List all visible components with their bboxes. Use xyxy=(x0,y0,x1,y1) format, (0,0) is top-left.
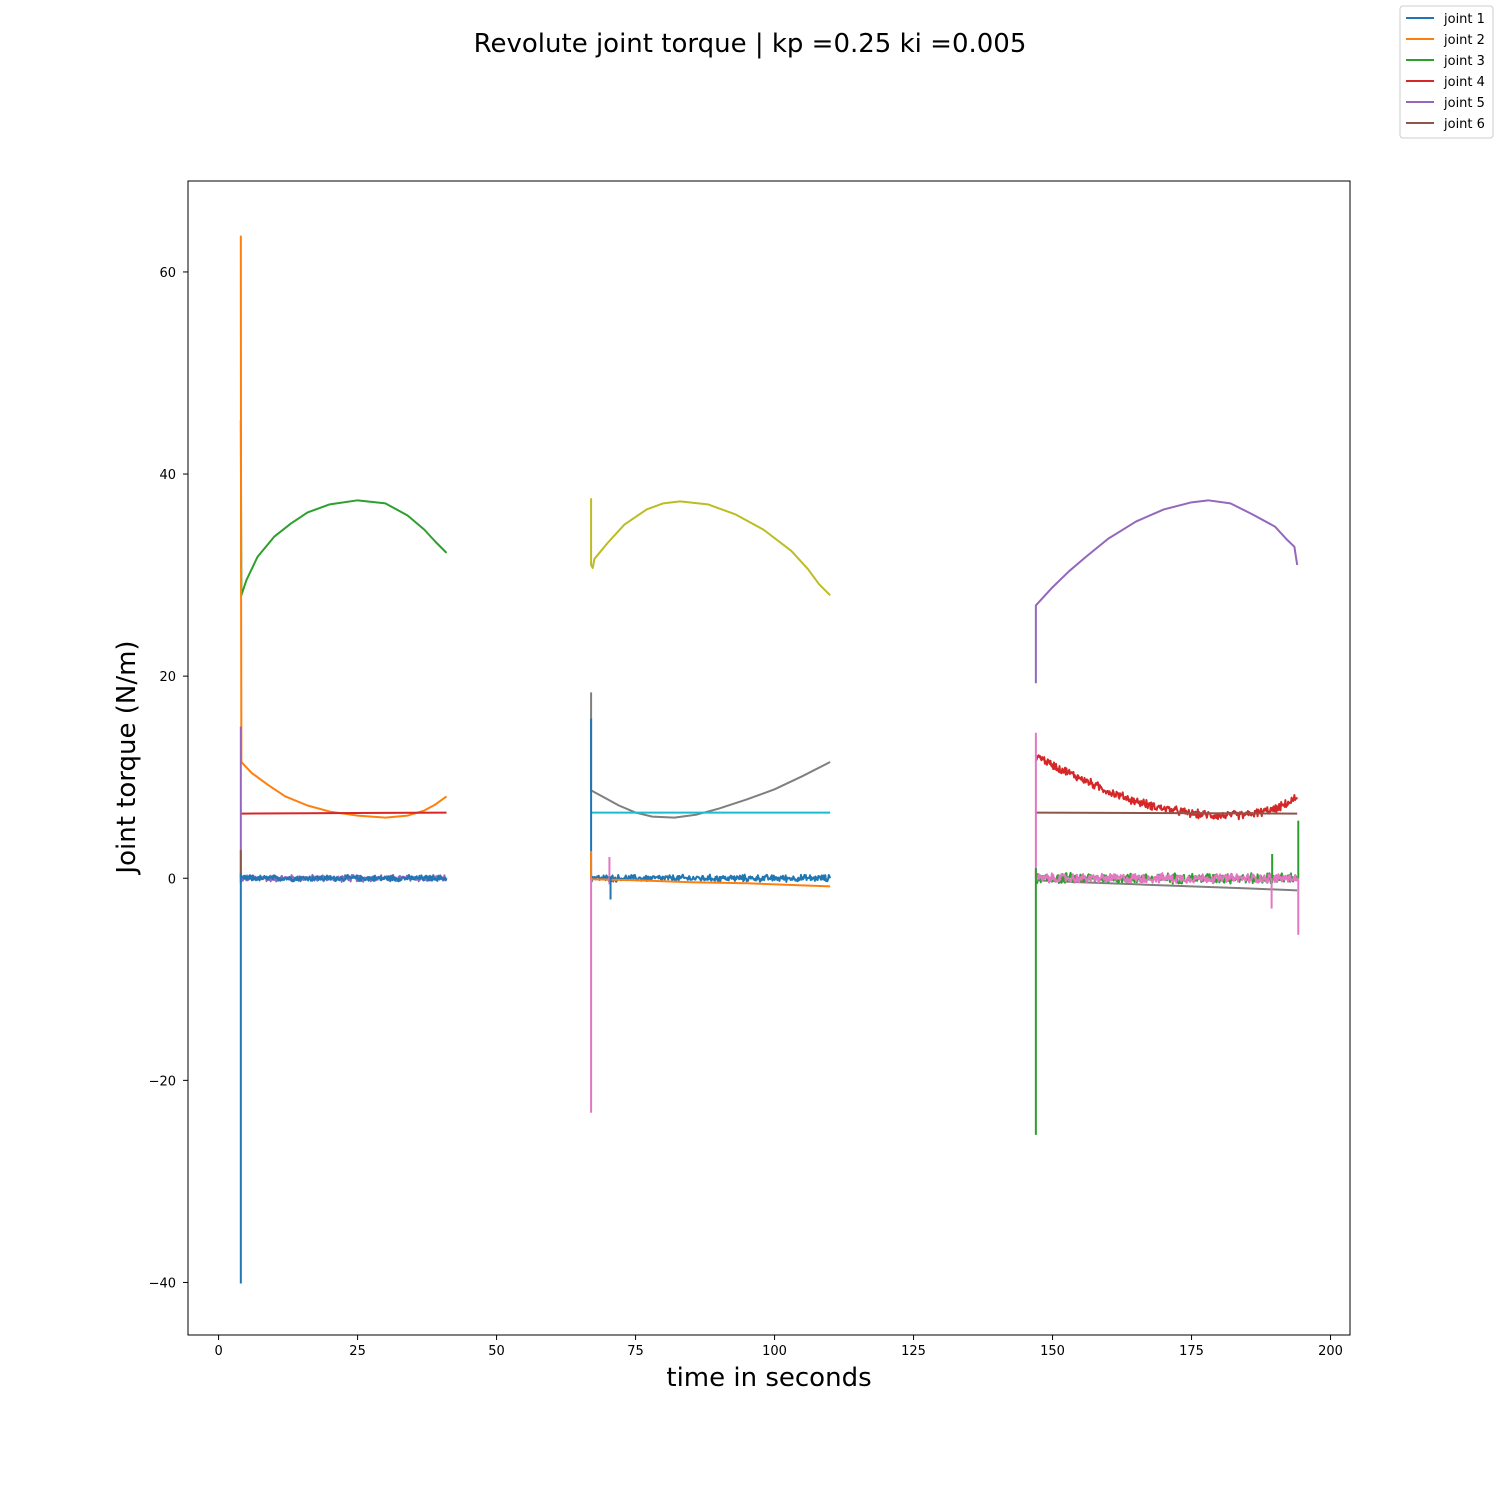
y-tick-label: −40 xyxy=(149,1276,176,1291)
chart-title: Revolute joint torque | kp =0.25 ki =0.0… xyxy=(474,29,1027,59)
x-tick-label: 25 xyxy=(349,1344,366,1359)
y-tick-label: 20 xyxy=(159,670,176,685)
series-line xyxy=(1034,754,1299,821)
series-line xyxy=(590,692,831,819)
legend-label: joint 4 xyxy=(1443,75,1485,90)
legend-label: joint 2 xyxy=(1443,33,1485,48)
series-line xyxy=(1035,811,1298,815)
legend: joint 1 joint 2 joint 3 joint 4 joint 5 joint… xyxy=(1399,5,1494,139)
series-line xyxy=(1035,872,1299,885)
x-tick-label: 100 xyxy=(762,1344,787,1359)
series-line xyxy=(240,811,447,815)
x-tick-label: 50 xyxy=(488,1344,505,1359)
x-axis-label: time in seconds xyxy=(666,1363,871,1393)
x-tick-label: 175 xyxy=(1179,1344,1204,1359)
series-line xyxy=(590,498,831,597)
y-tick-label: 40 xyxy=(159,468,176,483)
y-tick-label: 0 xyxy=(168,872,176,887)
y-tick-label: 60 xyxy=(159,266,176,281)
axis-ticks: 0 25 50 75 100 125 150 175 200 −40 −20 0 20 40 60 xyxy=(149,266,1343,1359)
x-tick-label: 125 xyxy=(901,1344,926,1359)
x-tick-label: 200 xyxy=(1318,1344,1343,1359)
series-layer xyxy=(239,235,1300,1284)
plot-area-frame xyxy=(187,180,1351,1336)
series-line xyxy=(239,874,448,883)
series-line xyxy=(590,873,832,883)
x-tick-label: 75 xyxy=(627,1344,644,1359)
series-line xyxy=(239,235,448,819)
x-tick-label: 0 xyxy=(214,1344,222,1359)
x-tick-label: 150 xyxy=(1040,1344,1065,1359)
legend-label: joint 5 xyxy=(1443,96,1485,111)
series-line xyxy=(239,420,448,597)
series-line xyxy=(1034,499,1299,684)
y-axis-label: Joint torque (N/m) xyxy=(112,640,142,875)
legend-label: joint 3 xyxy=(1443,54,1485,69)
y-tick-label: −20 xyxy=(149,1074,176,1089)
legend-label: joint 1 xyxy=(1443,12,1485,27)
legend-label: joint 6 xyxy=(1443,117,1485,132)
